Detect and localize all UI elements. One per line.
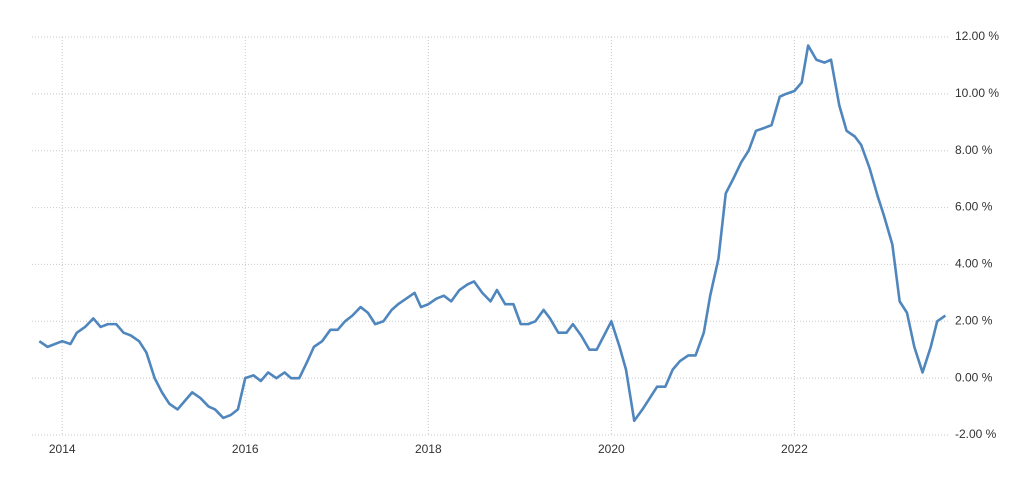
- x-tick-label: 2022: [781, 442, 808, 456]
- line: [38, 44, 947, 423]
- y-tick-label: 2.00 %: [955, 313, 993, 327]
- y-tick-label: 6.00 %: [955, 200, 993, 214]
- x-tick-label: 2014: [49, 442, 76, 456]
- y-tick-label: -2.00 %: [955, 427, 997, 441]
- y-tick-label: 12.00 %: [955, 29, 999, 43]
- x-tick-label: 2020: [598, 442, 625, 456]
- x-tick-label: 2018: [415, 442, 442, 456]
- y-tick-label: 0.00 %: [955, 370, 993, 384]
- y-tick-label: 10.00 %: [955, 86, 999, 100]
- y-tick-label: 8.00 %: [955, 143, 993, 157]
- y-tick-label: 4.00 %: [955, 257, 993, 271]
- x-tick-label: 2016: [232, 442, 259, 456]
